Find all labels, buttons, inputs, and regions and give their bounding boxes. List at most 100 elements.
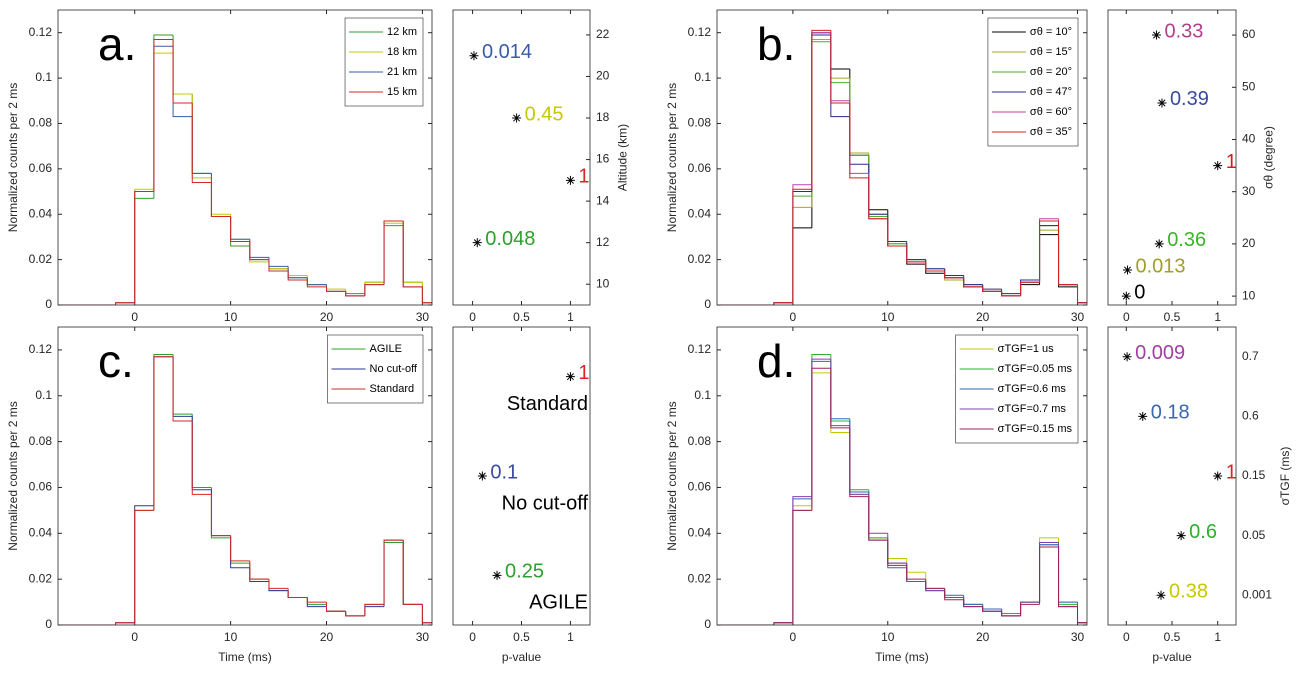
point xyxy=(472,238,482,248)
histogram-step xyxy=(249,241,269,261)
y-tick-label: 0.12 xyxy=(29,25,53,39)
histogram-step xyxy=(1039,218,1059,283)
point-marker xyxy=(492,570,502,580)
histogram-step xyxy=(887,216,907,245)
histogram-step xyxy=(1058,544,1078,603)
point xyxy=(565,372,575,382)
histogram-step xyxy=(210,182,231,217)
x-tick-label: 0.5 xyxy=(513,630,530,644)
histogram-step xyxy=(230,216,250,242)
x-tick-label: 0 xyxy=(1123,310,1130,324)
histogram-step xyxy=(153,34,174,199)
histogram-step xyxy=(830,359,850,427)
panel-label: d. xyxy=(757,335,795,387)
histogram-step xyxy=(1058,542,1078,608)
point-marker xyxy=(1122,352,1132,362)
histogram-step xyxy=(153,354,174,511)
histogram-step xyxy=(830,368,850,429)
y-tick-label: 0.06 xyxy=(29,480,53,494)
x-tick-label: 20 xyxy=(976,310,990,324)
histogram-step xyxy=(944,268,964,276)
point xyxy=(1213,161,1223,171)
histogram-step xyxy=(925,261,945,272)
point-marker xyxy=(1154,239,1164,249)
point-marker xyxy=(469,51,479,61)
histogram-step xyxy=(868,496,888,541)
histogram-step xyxy=(287,590,308,598)
y-tick-label: 0.001 xyxy=(1242,587,1272,601)
point xyxy=(1151,30,1161,40)
histogram-step xyxy=(383,539,404,607)
histogram-step xyxy=(172,356,193,417)
histogram-step xyxy=(849,100,869,174)
histogram-step xyxy=(268,257,289,267)
legend-label: Standard xyxy=(370,383,415,395)
histogram-step xyxy=(210,177,231,215)
histogram-step xyxy=(210,173,231,217)
x-tick-label: 30 xyxy=(416,310,430,324)
axes-box xyxy=(716,326,1088,626)
y-axis-label: σTGF (ms) xyxy=(1278,447,1292,506)
histogram-step xyxy=(230,214,250,240)
histogram-step xyxy=(925,581,945,592)
point-label: 0.009 xyxy=(1135,342,1185,364)
histogram-step xyxy=(287,270,308,281)
histogram-step xyxy=(134,188,154,303)
histogram-step xyxy=(849,116,869,165)
histogram-step xyxy=(963,277,983,286)
histogram-step xyxy=(172,39,193,104)
y-tick-label: 0.02 xyxy=(29,571,53,585)
histogram-step xyxy=(1020,284,1040,296)
histogram-step xyxy=(830,354,850,422)
histogram-step xyxy=(345,611,365,617)
histogram-step xyxy=(210,489,231,537)
histogram-step xyxy=(345,611,365,617)
histogram-step xyxy=(268,581,289,592)
legend-label: σTGF=1 us xyxy=(998,343,1054,355)
histogram-step xyxy=(191,420,212,495)
y-tick-label: 0.05 xyxy=(1242,528,1266,542)
point-marker xyxy=(1157,98,1167,108)
point xyxy=(1154,239,1164,249)
legend-label: σθ = 35° xyxy=(1030,126,1072,138)
histogram-step xyxy=(811,34,831,192)
histogram-step xyxy=(1077,606,1087,624)
histogram-step xyxy=(925,259,945,272)
histogram-step xyxy=(963,597,983,605)
point xyxy=(1122,265,1132,275)
point-marker xyxy=(1122,265,1132,275)
histogram-step xyxy=(830,361,850,420)
point xyxy=(492,570,502,580)
y-tick-label: 0.02 xyxy=(688,252,712,266)
histogram-step xyxy=(963,277,983,288)
legend: σθ = 10° σθ = 15° σθ = 20° σθ = 47° σθ = 60°… xyxy=(987,17,1079,147)
histogram-step xyxy=(1039,225,1059,281)
histogram-step xyxy=(249,239,269,258)
histogram-step xyxy=(172,34,193,95)
axes-box xyxy=(452,9,591,306)
histogram-step xyxy=(811,372,831,506)
x-tick-label: 10 xyxy=(881,310,895,324)
histogram-step xyxy=(364,284,385,296)
y-tick-label: 10 xyxy=(596,276,610,290)
histogram-step xyxy=(153,45,174,192)
histogram-step xyxy=(134,509,154,623)
x-tick-label: 1 xyxy=(1214,630,1221,644)
legend-label: σθ = 60° xyxy=(1030,106,1072,118)
point-marker xyxy=(565,175,575,185)
axes-box xyxy=(57,9,433,306)
point xyxy=(1176,531,1186,541)
histogram-step xyxy=(849,432,869,495)
histogram-step xyxy=(811,367,831,511)
point-marker xyxy=(1156,590,1166,600)
y-axis-label: Normalized counts per 2 ms xyxy=(6,401,20,550)
histogram-step xyxy=(230,535,250,562)
y-tick-label: 0 xyxy=(704,297,711,311)
histogram-step xyxy=(402,221,423,288)
x-tick-label: 30 xyxy=(1071,310,1085,324)
histogram-step xyxy=(1058,234,1078,288)
histogram-step xyxy=(230,537,250,564)
histogram-step xyxy=(849,82,869,156)
y-tick-label: 0.02 xyxy=(688,571,712,585)
histogram-step xyxy=(383,220,404,285)
